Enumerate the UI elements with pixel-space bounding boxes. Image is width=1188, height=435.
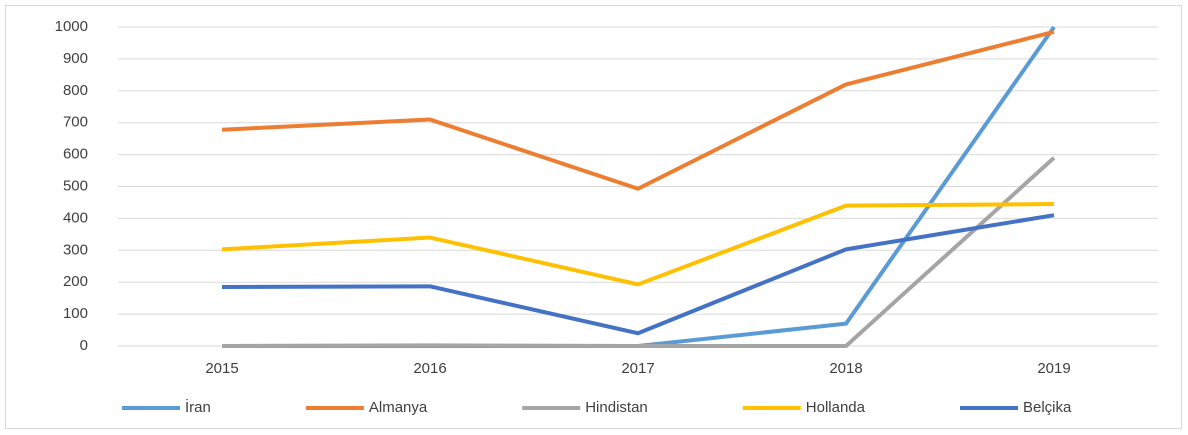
- y-tick-label: 100: [63, 305, 88, 322]
- y-tick-label: 200: [63, 273, 88, 290]
- legend-label: Belçika: [1023, 399, 1072, 416]
- y-tick-label: 800: [63, 82, 88, 99]
- y-tick-label: 1000: [55, 18, 88, 35]
- x-tick-label: 2016: [413, 360, 446, 377]
- x-tick-label: 2018: [829, 360, 862, 377]
- x-tick-label: 2015: [205, 360, 238, 377]
- legend-label: Almanya: [369, 399, 428, 416]
- x-tick-label: 2019: [1037, 360, 1070, 377]
- y-tick-label: 500: [63, 177, 88, 194]
- y-tick-label: 900: [63, 50, 88, 67]
- y-tick-label: 700: [63, 114, 88, 131]
- series-line: [221, 156, 1056, 348]
- x-tick-label: 2017: [621, 360, 654, 377]
- series-line: [221, 213, 1055, 336]
- legend-label: Hollanda: [806, 399, 866, 416]
- chart-border: [5, 5, 1182, 429]
- legend-label: İran: [185, 398, 211, 416]
- y-tick-label: 400: [63, 209, 88, 226]
- series-line: [221, 202, 1055, 287]
- y-tick-label: 300: [63, 241, 88, 258]
- y-tick-label: 0: [80, 337, 88, 354]
- series-line: [221, 29, 1055, 191]
- legend-label: Hindistan: [585, 399, 648, 416]
- y-tick-label: 600: [63, 146, 88, 163]
